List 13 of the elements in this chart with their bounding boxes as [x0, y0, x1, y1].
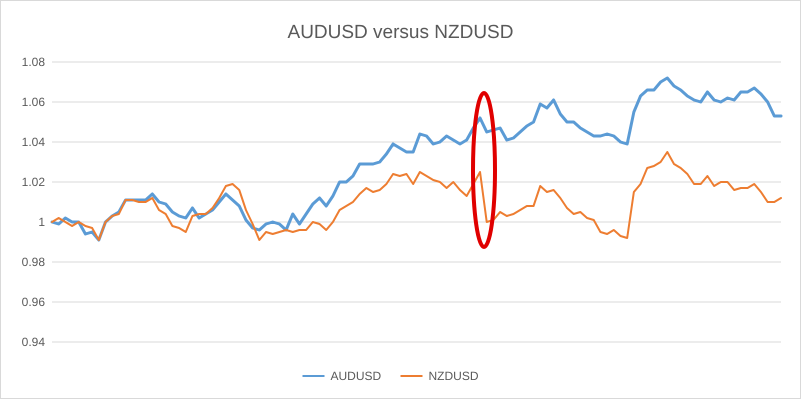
- y-tick-label: 1: [38, 215, 46, 230]
- y-tick-label: 0.94: [22, 335, 46, 350]
- legend-label: NZDUSD: [428, 369, 479, 384]
- y-tick-label: 0.98: [22, 255, 46, 270]
- line-series: [50, 76, 782, 242]
- chart-title: AUDUSD versus NZDUSD: [288, 22, 514, 43]
- y-tick-label: 0.96: [22, 295, 46, 310]
- line-series: [51, 151, 782, 241]
- legend-label: AUDUSD: [330, 369, 382, 384]
- y-tick-label: 1.04: [22, 135, 46, 150]
- y-tick-label: 1.08: [22, 55, 46, 70]
- y-tick-label: 1.02: [22, 175, 46, 190]
- y-tick-label: 1.06: [22, 95, 46, 110]
